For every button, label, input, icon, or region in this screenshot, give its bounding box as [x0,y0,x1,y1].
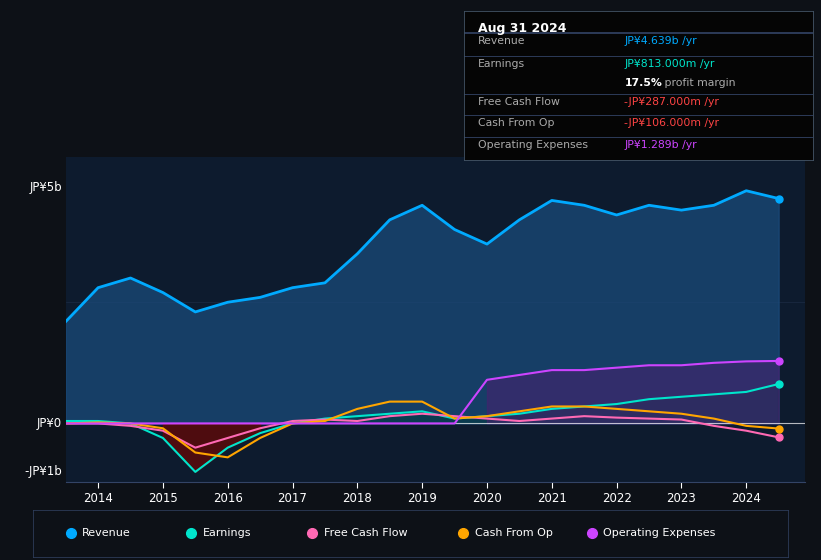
Text: Free Cash Flow: Free Cash Flow [323,529,407,538]
Text: JP¥813.000m /yr: JP¥813.000m /yr [624,59,715,69]
Text: Cash From Op: Cash From Op [475,529,553,538]
Text: JP¥4.639b /yr: JP¥4.639b /yr [624,36,697,46]
Text: JP¥5b: JP¥5b [30,181,62,194]
Text: Earnings: Earnings [478,59,525,69]
Text: JP¥1.289b /yr: JP¥1.289b /yr [624,141,697,150]
Text: 17.5%: 17.5% [624,78,663,88]
Text: -JP¥287.000m /yr: -JP¥287.000m /yr [624,97,719,108]
Text: Cash From Op: Cash From Op [478,118,554,128]
Text: Revenue: Revenue [478,36,525,46]
Text: JP¥0: JP¥0 [37,417,62,430]
Text: -JP¥1b: -JP¥1b [25,465,62,478]
Text: Operating Expenses: Operating Expenses [603,529,715,538]
Text: Aug 31 2024: Aug 31 2024 [478,22,566,35]
Text: Revenue: Revenue [82,529,131,538]
Text: Earnings: Earnings [203,529,251,538]
Text: Operating Expenses: Operating Expenses [478,141,588,150]
Text: profit margin: profit margin [661,78,736,88]
Text: -JP¥106.000m /yr: -JP¥106.000m /yr [624,118,719,128]
Text: Free Cash Flow: Free Cash Flow [478,97,560,108]
